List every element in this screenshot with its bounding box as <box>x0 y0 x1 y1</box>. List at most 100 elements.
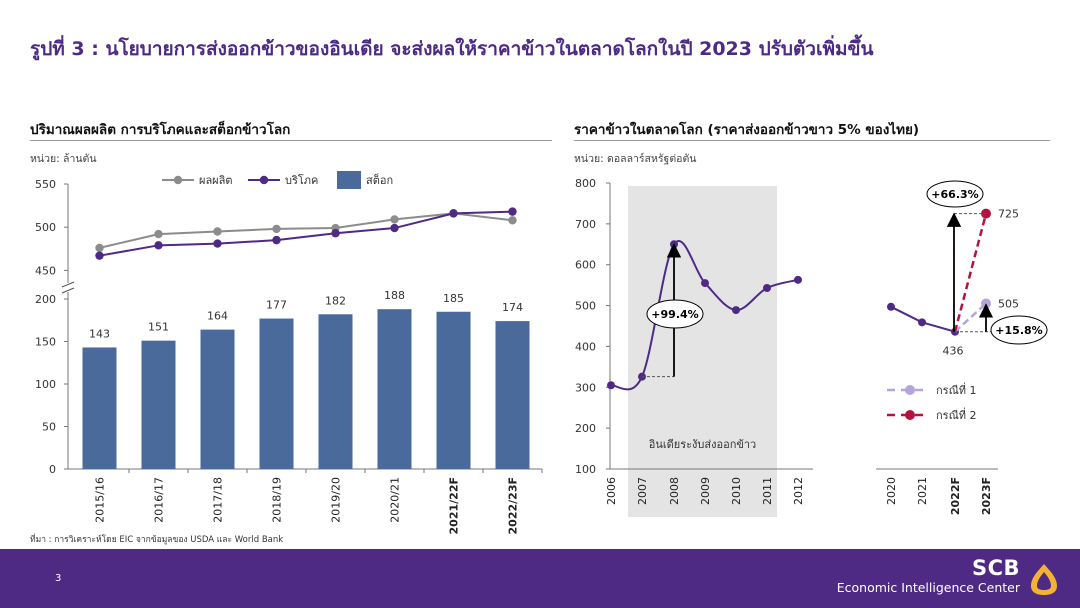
stock-bar <box>259 318 294 469</box>
consumption-point <box>390 223 399 233</box>
page-title: รูปที่ 3 : นโยบายการส่งออกข้าวของอินเดีย… <box>30 38 874 60</box>
rise-2008-label: +99.4% <box>651 308 698 321</box>
base-2022-value-label: 436 <box>943 345 964 358</box>
right-y-tick-label: 100 <box>575 463 596 476</box>
case2-bubble <box>926 180 984 208</box>
left-x-tick-label: 2022/23F <box>507 477 520 534</box>
legend-case2-marker <box>905 410 915 420</box>
case1-bubble <box>990 315 1048 345</box>
price-point <box>918 318 926 327</box>
left-y-tick-label: 550 <box>35 178 56 191</box>
price-point <box>763 284 771 293</box>
right-x-tick-label: 2012 <box>792 477 805 505</box>
left-y-tick-label: 200 <box>35 293 56 306</box>
stock-bar <box>141 340 176 469</box>
production-point <box>213 227 222 236</box>
price-point <box>887 302 895 311</box>
production-point <box>154 229 163 239</box>
right-x-tick-label: 2006 <box>605 477 618 505</box>
left-x-tick-label: 2020/21 <box>389 477 402 523</box>
left-y-tick-label: 0 <box>49 463 56 476</box>
case1-point <box>981 298 991 309</box>
right-chart-unit: หน่วย: ดอลลาร์สหรัฐต่อตัน <box>574 153 697 165</box>
rice-price-chart: อินเดียระงับส่งออกข้าว 100 200 300 400 500 600… <box>575 177 1048 517</box>
right-chart-title: ราคาข้าวในตลาดโลก (ราคาส่งออกข้าวขาว 5% … <box>574 122 920 138</box>
right-x-tick-label: 2022F <box>949 477 962 515</box>
consumption-point <box>154 241 163 250</box>
left-axis-break-mark <box>61 281 75 288</box>
stock-bar-label: 182 <box>325 294 346 307</box>
right-title-rule <box>574 140 1050 141</box>
left-x-tick-label: 2017/18 <box>212 477 225 523</box>
production-point <box>390 215 399 224</box>
left-y-tick-label: 150 <box>35 336 56 349</box>
right-y-tick-label: 200 <box>575 422 596 435</box>
left-x-tick-label: 2015/16 <box>94 477 107 523</box>
brand-name: SCB <box>971 556 1020 580</box>
case2-change-label: +66.3% <box>931 188 978 201</box>
left-title-rule <box>30 140 552 141</box>
stock-production-consumption-chart: 0 50 100 150 200 450 500 550 143 151 164 177 182 188 1… <box>35 171 543 534</box>
stock-bar <box>318 314 353 469</box>
price-point <box>607 381 615 390</box>
legend-stock-label: สต็อก <box>366 173 393 187</box>
left-x-tick-label: 2016/17 <box>153 477 166 523</box>
legend-production-label: ผลผลิต <box>199 174 233 187</box>
consumption-point <box>95 251 104 260</box>
footer-bar <box>0 549 1080 608</box>
stock-bar <box>377 309 412 469</box>
brand-block: SCB Economic Intelligence Center <box>837 556 1020 596</box>
stock-bar <box>495 321 530 469</box>
case2-value-label: 725 <box>998 208 1019 221</box>
stock-bar <box>200 329 235 469</box>
legend-stock-swatch <box>337 171 361 189</box>
production-point <box>272 224 281 234</box>
left-x-tick-label: 2021/22F <box>448 477 461 534</box>
stock-bar <box>436 311 471 469</box>
right-y-tick-label: 700 <box>575 218 596 231</box>
legend-case1-marker <box>905 385 915 395</box>
consumption-point <box>449 209 458 218</box>
left-x-tick-label: 2018/19 <box>271 477 284 523</box>
page-number: 3 <box>55 573 62 584</box>
right-y-tick-label: 400 <box>575 340 596 353</box>
consumption-point <box>272 235 281 245</box>
legend-consumption-marker <box>259 175 269 185</box>
right-x-tick-label: 2010 <box>730 477 743 505</box>
left-x-tick-label: 2019/20 <box>330 477 343 523</box>
right-x-tick-label: 2009 <box>699 477 712 505</box>
legend-case2-label: กรณีที่ 2 <box>936 407 977 422</box>
legend-case1-label: กรณีที่ 1 <box>936 382 977 397</box>
brand-subtitle: Economic Intelligence Center <box>836 580 1020 595</box>
right-y-tick-label: 300 <box>575 381 596 394</box>
production-line <box>99 212 513 249</box>
stock-bar-label: 143 <box>89 327 110 340</box>
consumption-point <box>213 239 222 248</box>
right-x-tick-label: 2023F <box>980 477 993 515</box>
left-y-tick-label: 450 <box>35 264 56 277</box>
stock-bar-label: 185 <box>443 292 464 305</box>
production-point <box>95 243 104 253</box>
india-export-ban-shade <box>628 186 777 517</box>
legend-production-marker <box>173 175 183 185</box>
stock-bar-label: 177 <box>266 299 287 312</box>
consumption-point <box>508 207 517 216</box>
rise-2008-bubble <box>646 299 704 329</box>
left-axis-break-mark <box>61 287 75 294</box>
production-point <box>508 216 517 225</box>
legend-consumption-label: บริโภค <box>285 173 318 187</box>
price-point <box>732 306 740 315</box>
price-point <box>794 275 802 284</box>
left-axis-break-gap <box>62 283 74 292</box>
scb-logo-icon <box>1031 564 1057 595</box>
stock-bar-label: 164 <box>207 310 228 323</box>
case1-change-label: +15.8% <box>995 324 1042 337</box>
right-x-tick-label: 2007 <box>636 477 649 505</box>
stock-bar-label: 151 <box>148 321 169 334</box>
right-x-tick-label: 2011 <box>761 477 774 505</box>
left-chart-title: ปริมาณผลผลิต การบริโภคและสต็อกข้าวโลก <box>30 122 291 138</box>
consumption-point <box>331 229 340 238</box>
stock-bar-label: 188 <box>384 289 405 302</box>
right-y-tick-label: 500 <box>575 300 596 313</box>
source-note: ที่มา : การวิเคราะห์โดย EIC จากข้อมูลของ… <box>30 535 284 545</box>
